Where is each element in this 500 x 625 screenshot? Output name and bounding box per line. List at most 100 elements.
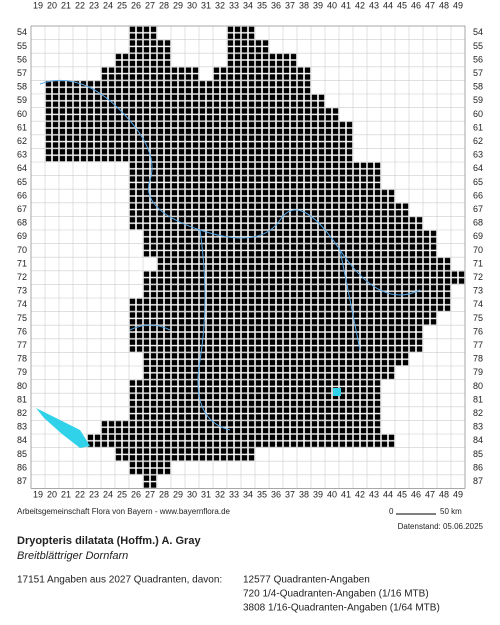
column-label: 29 (173, 489, 183, 499)
occurrence-block (129, 461, 171, 475)
occurrence-block (115, 53, 171, 67)
column-label: 28 (159, 0, 169, 10)
occurrence-block (129, 298, 451, 312)
row-label: 79 (17, 367, 27, 377)
column-label: 36 (271, 489, 281, 499)
row-label: 57 (17, 68, 27, 78)
column-label: 46 (411, 0, 421, 10)
occurrence-block (143, 243, 437, 258)
stats-line: 3808 1/16-Quadranten-Angaben (1/64 MTB) (243, 603, 440, 614)
column-label: 41 (341, 489, 351, 499)
column-label: 44 (383, 0, 393, 10)
row-label: 77 (17, 340, 27, 350)
column-label: 31 (201, 489, 211, 499)
column-label: 35 (257, 0, 267, 10)
row-label: 82 (473, 408, 483, 418)
row-label: 54 (17, 27, 27, 37)
row-label: 64 (473, 163, 483, 173)
column-label: 30 (187, 489, 197, 499)
occurrence-block (87, 434, 395, 448)
column-label: 27 (145, 489, 155, 499)
occurrence-block (129, 189, 395, 203)
column-label: 42 (355, 489, 365, 499)
occurrence-block (101, 420, 381, 434)
occurrence-block (143, 230, 437, 244)
row-label: 57 (473, 68, 483, 78)
occurrence-block (143, 284, 451, 298)
row-label: 60 (473, 109, 483, 119)
column-label: 29 (173, 0, 183, 10)
row-label: 76 (473, 326, 483, 336)
row-label: 86 (473, 462, 483, 472)
column-label: 43 (369, 0, 379, 10)
column-label: 19 (33, 0, 43, 10)
column-label: 31 (201, 0, 211, 10)
row-label: 69 (17, 231, 27, 241)
occurrence-block (45, 80, 311, 94)
occurrence-block (227, 39, 269, 54)
water (39, 79, 421, 431)
axis-labels: 19 19 20 20 21 21 22 22 23 23 24 24 25 25 26 26 27 27 28 28… (17, 0, 483, 499)
row-label: 60 (17, 109, 27, 119)
occurrence-block (45, 94, 325, 108)
occurrence-block (213, 66, 311, 81)
column-label: 47 (425, 489, 435, 499)
column-label: 36 (271, 0, 281, 10)
row-label: 72 (17, 272, 27, 282)
column-label: 39 (313, 0, 323, 10)
column-label: 23 (89, 489, 99, 499)
row-label: 62 (473, 136, 483, 146)
common-name: Breitblättriger Dornfarn (17, 550, 128, 562)
row-label: 73 (473, 286, 483, 296)
column-label: 37 (285, 489, 295, 499)
row-label: 84 (17, 435, 27, 445)
row-label: 82 (17, 408, 27, 418)
row-label: 79 (473, 367, 483, 377)
column-label: 38 (299, 489, 309, 499)
row-label: 66 (473, 190, 483, 200)
occurrence-block (115, 447, 255, 462)
credit: Arbeitsgemeinschaft Flora von Bayern - w… (17, 507, 231, 516)
occurrence-block (143, 270, 465, 285)
row-label: 75 (17, 313, 27, 323)
row-label: 55 (473, 41, 483, 51)
column-label: 49 (453, 489, 463, 499)
occurrence-block (143, 474, 157, 489)
occurrence-block (129, 39, 171, 54)
occurrence-block (45, 121, 353, 135)
row-label: 81 (17, 394, 27, 404)
column-label: 45 (397, 489, 407, 499)
occurrence-block (45, 148, 353, 162)
occurrence-block (129, 393, 381, 407)
column-label: 45 (397, 0, 407, 10)
column-label: 46 (411, 489, 421, 499)
row-label: 81 (473, 394, 483, 404)
column-label: 20 (47, 489, 57, 499)
column-label: 33 (229, 0, 239, 10)
stats-line: 12577 Quadranten-Angaben (243, 575, 370, 586)
row-label: 61 (473, 122, 483, 132)
column-label: 48 (439, 0, 449, 10)
row-label: 69 (473, 231, 483, 241)
occurrence-block (129, 216, 423, 230)
occurrence-block (45, 107, 339, 122)
occurrence-block (129, 338, 423, 353)
row-label: 66 (17, 190, 27, 200)
occurrence-block (129, 202, 409, 217)
column-label: 24 (103, 489, 113, 499)
column-label: 40 (327, 489, 337, 499)
occurrence-block (129, 162, 381, 176)
column-label: 25 (117, 0, 127, 10)
occurrence-block (227, 26, 255, 40)
row-label: 71 (17, 258, 27, 268)
column-label: 22 (75, 489, 85, 499)
row-label: 58 (473, 82, 483, 92)
row-label: 85 (473, 449, 483, 459)
column-label: 26 (131, 489, 141, 499)
row-label: 68 (17, 218, 27, 228)
lake-constance (36, 408, 90, 448)
occurrence-block (129, 325, 423, 339)
column-label: 44 (383, 489, 393, 499)
row-label: 62 (17, 136, 27, 146)
occurrence-block (129, 311, 437, 326)
